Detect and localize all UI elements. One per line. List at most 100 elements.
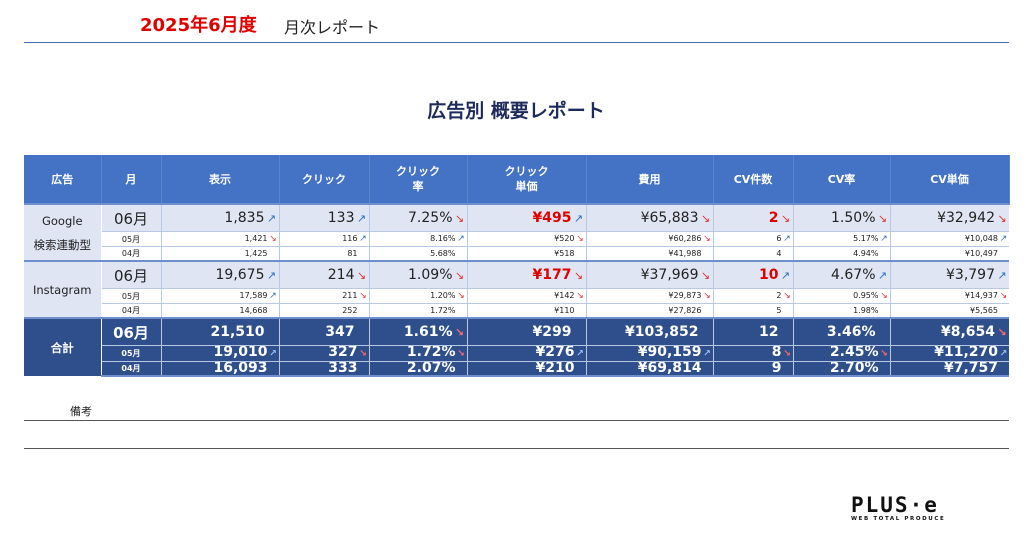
metric-cell: ¥29,873 ↘ — [585, 288, 713, 304]
report-title: 広告別 概要レポート — [427, 100, 605, 122]
metric-value: 6 — [776, 234, 782, 243]
metric-cell: 211 ↘ — [278, 288, 369, 304]
trend-down-icon: ↘ — [457, 349, 465, 359]
column-header: 費用 — [586, 155, 714, 204]
metric-value: 1,425 — [244, 249, 268, 258]
metric-value: ¥32,942 — [937, 210, 995, 226]
trend-down-icon: ↘ — [783, 349, 791, 359]
metric-cell: ¥299 — [466, 317, 586, 346]
metric-value: 2.70% — [829, 361, 879, 376]
table-row: Instagram 06月 19,675 ↗ 214 ↘ 1.09% ↘ ¥177 ↘ ¥37,96… — [24, 260, 1009, 318]
metric-cell: ¥90,159 ↗ — [585, 345, 713, 362]
table-row: 05月 17,589 ↗ 211 ↘ 1.20% ↘ ¥142 ↘ ¥29,873 ↘ 2 ↘ 0.95%… — [24, 288, 1009, 304]
metric-value: 1,421 — [244, 234, 268, 243]
table-row: 05月 1,421 ↘ 116 ↗ 8.16% ↗ ¥520 ↘ ¥60,286 ↘ 6 ↗ 5.17% ↗… — [24, 231, 1009, 247]
trend-up-icon: ↗ — [783, 234, 791, 244]
metric-value: 327 — [328, 345, 358, 360]
trend-down-icon: ↘ — [454, 212, 465, 225]
trend-down-icon: ↘ — [454, 269, 465, 282]
metric-value: 1,835 — [224, 210, 265, 226]
metric-value: ¥142 — [554, 291, 575, 300]
metric-cell: 5.17% ↗ — [792, 231, 890, 247]
logo-tagline: WEB TOTAL PRODUCE — [851, 516, 946, 522]
metric-cell: 333 — [278, 361, 369, 377]
metric-cell: 19,010 ↗ — [160, 345, 279, 362]
metric-value: ¥103,852 — [624, 324, 699, 340]
metric-cell: 133 ↗ — [278, 203, 369, 232]
metric-value: ¥10,497 — [964, 249, 998, 258]
metric-cell: 14,668 — [160, 303, 279, 318]
trend-down-icon: ↘ — [573, 269, 584, 282]
trend-down-icon: ↘ — [269, 234, 277, 244]
metric-cell: 81 — [278, 246, 369, 261]
trend-down-icon: ↘ — [703, 291, 711, 301]
metric-value: 5.68% — [430, 249, 456, 258]
metric-cell: ¥518 — [466, 246, 586, 261]
metric-value: ¥90,159 — [637, 345, 702, 360]
metric-cell: ¥32,942 ↘ — [889, 203, 1009, 232]
metric-cell: 16,093 — [160, 361, 279, 377]
metric-cell: 17,589 ↗ — [160, 288, 279, 304]
month-label: 05月 — [101, 288, 161, 304]
metric-value: 16,093 — [213, 361, 268, 376]
trend-down-icon: ↘ — [356, 269, 367, 282]
metric-value: ¥276 — [535, 345, 575, 360]
metric-value: 116 — [342, 234, 358, 243]
metric-cell: 5.68% — [368, 246, 467, 261]
metric-cell: ¥60,286 ↘ — [585, 231, 713, 247]
metric-cell: 116 ↗ — [278, 231, 369, 247]
metric-value: 1.72% — [406, 345, 456, 360]
metric-value: 2 — [776, 291, 782, 300]
table-row: 04月 16,093 333 2.07% ¥210 ¥69,814 9 2.70% ¥7,757 — [24, 361, 1009, 377]
metric-value: ¥60,286 — [668, 234, 702, 243]
metric-value: 12 — [759, 324, 779, 340]
ad-summary-table: 広告月表示 クリック クリック 率クリック 単価 費用 CV件数 CV率 CV単価 Goog… — [24, 155, 1010, 377]
metric-cell: ¥10,048 ↗ — [889, 231, 1009, 247]
column-header: 表示 — [161, 155, 280, 204]
metric-cell: ¥11,270 ↗ — [889, 345, 1009, 362]
trend-down-icon: ↘ — [457, 291, 465, 301]
trend-down-icon: ↘ — [359, 349, 367, 359]
metric-cell: 347 — [278, 317, 369, 346]
metric-value: ¥14,937 — [964, 291, 998, 300]
metric-cell: 214 ↘ — [278, 260, 369, 289]
metric-value: ¥3,797 — [946, 267, 995, 283]
table-row: 04月 1,425 81 5.68% ¥518 ¥41,988 4 4.94% ¥10,497 — [24, 246, 1009, 261]
trend-down-icon: ↘ — [576, 291, 584, 301]
month-label: 06月 — [101, 203, 161, 232]
ad-name: 合計 — [24, 317, 102, 376]
trend-down-icon: ↘ — [880, 291, 888, 301]
trend-up-icon: ↗ — [997, 269, 1007, 282]
metric-value: 333 — [328, 361, 358, 376]
metric-value: ¥10,048 — [964, 234, 998, 243]
trend-down-icon: ↘ — [997, 212, 1007, 225]
metric-cell: ¥177 ↘ — [466, 260, 586, 289]
column-header: 月 — [101, 155, 162, 204]
metric-cell: 2 ↘ — [712, 203, 793, 232]
metric-value: 1.61% — [403, 324, 453, 340]
trend-down-icon: ↘ — [880, 349, 888, 359]
trend-down-icon: ↘ — [576, 234, 584, 244]
metric-value: 21,510 — [210, 324, 265, 340]
trend-down-icon: ↘ — [700, 212, 711, 225]
trend-down-icon: ↘ — [703, 234, 711, 244]
month-label: 05月 — [101, 231, 161, 247]
trend-up-icon: ↗ — [266, 212, 277, 225]
month-label: 04月 — [101, 246, 161, 261]
metric-cell: ¥520 ↘ — [466, 231, 586, 247]
column-header: CV件数 — [713, 155, 794, 204]
metric-value: 17,589 — [239, 291, 268, 300]
metric-value: ¥5,565 — [970, 306, 998, 315]
column-header: クリック 単価 — [467, 155, 587, 204]
column-header: 広告 — [24, 155, 102, 204]
trend-up-icon: ↗ — [269, 291, 277, 301]
metric-value: 1.98% — [853, 306, 879, 315]
metric-cell: ¥65,883 ↘ — [585, 203, 713, 232]
trend-up-icon: ↗ — [576, 349, 584, 359]
metric-cell: ¥103,852 — [585, 317, 713, 346]
metric-value: 133 — [327, 210, 355, 226]
metric-cell: 12 — [712, 317, 793, 346]
metric-value: 5 — [776, 306, 782, 315]
metric-value: ¥37,969 — [640, 267, 699, 283]
metric-cell: ¥495 ↗ — [466, 203, 586, 232]
